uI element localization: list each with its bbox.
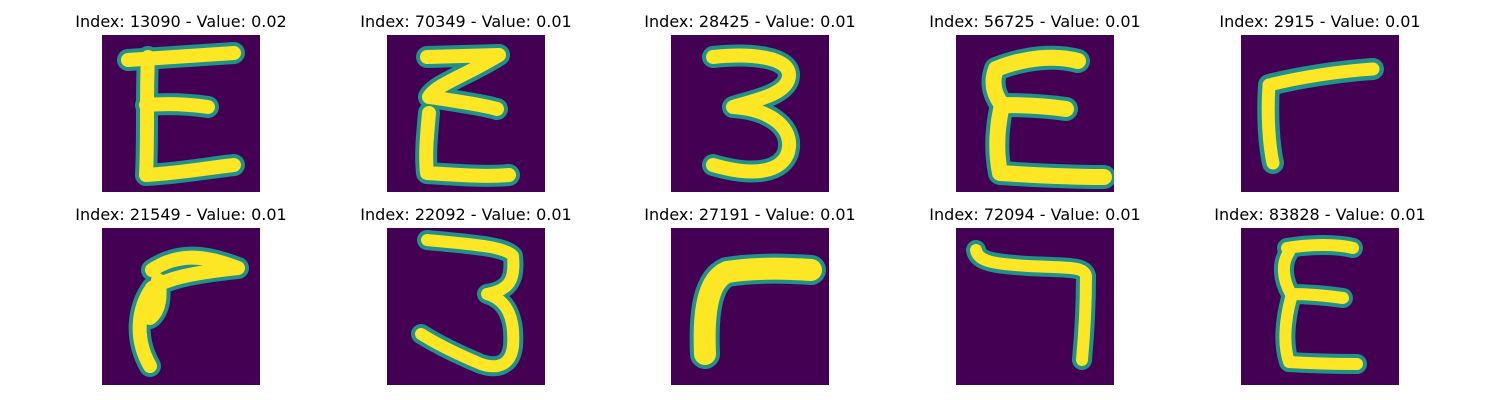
handwritten-glyph-image xyxy=(1241,35,1399,192)
panel-title: Index: 72094 - Value: 0.01 xyxy=(929,205,1141,224)
handwritten-glyph-image xyxy=(102,228,260,385)
handwritten-glyph-image xyxy=(671,35,829,192)
handwritten-glyph-image xyxy=(1241,228,1399,385)
panel-title: Index: 70349 - Value: 0.01 xyxy=(360,12,572,31)
panel-title: Index: 27191 - Value: 0.01 xyxy=(644,205,856,224)
panel-title: Index: 83828 - Value: 0.01 xyxy=(1214,205,1426,224)
handwritten-glyph-image xyxy=(671,228,829,385)
panel-title: Index: 2915 - Value: 0.01 xyxy=(1219,12,1421,31)
panel-title: Index: 28425 - Value: 0.01 xyxy=(644,12,856,31)
handwritten-glyph-image xyxy=(956,228,1114,385)
handwritten-glyph-image xyxy=(387,228,545,385)
panel-title: Index: 21549 - Value: 0.01 xyxy=(75,205,287,224)
panel-title: Index: 22092 - Value: 0.01 xyxy=(360,205,572,224)
panel-title: Index: 56725 - Value: 0.01 xyxy=(929,12,1141,31)
panel-title: Index: 13090 - Value: 0.02 xyxy=(75,12,287,31)
handwritten-glyph-image xyxy=(387,35,545,192)
handwritten-glyph-image xyxy=(956,35,1114,192)
handwritten-glyph-image xyxy=(102,35,260,192)
